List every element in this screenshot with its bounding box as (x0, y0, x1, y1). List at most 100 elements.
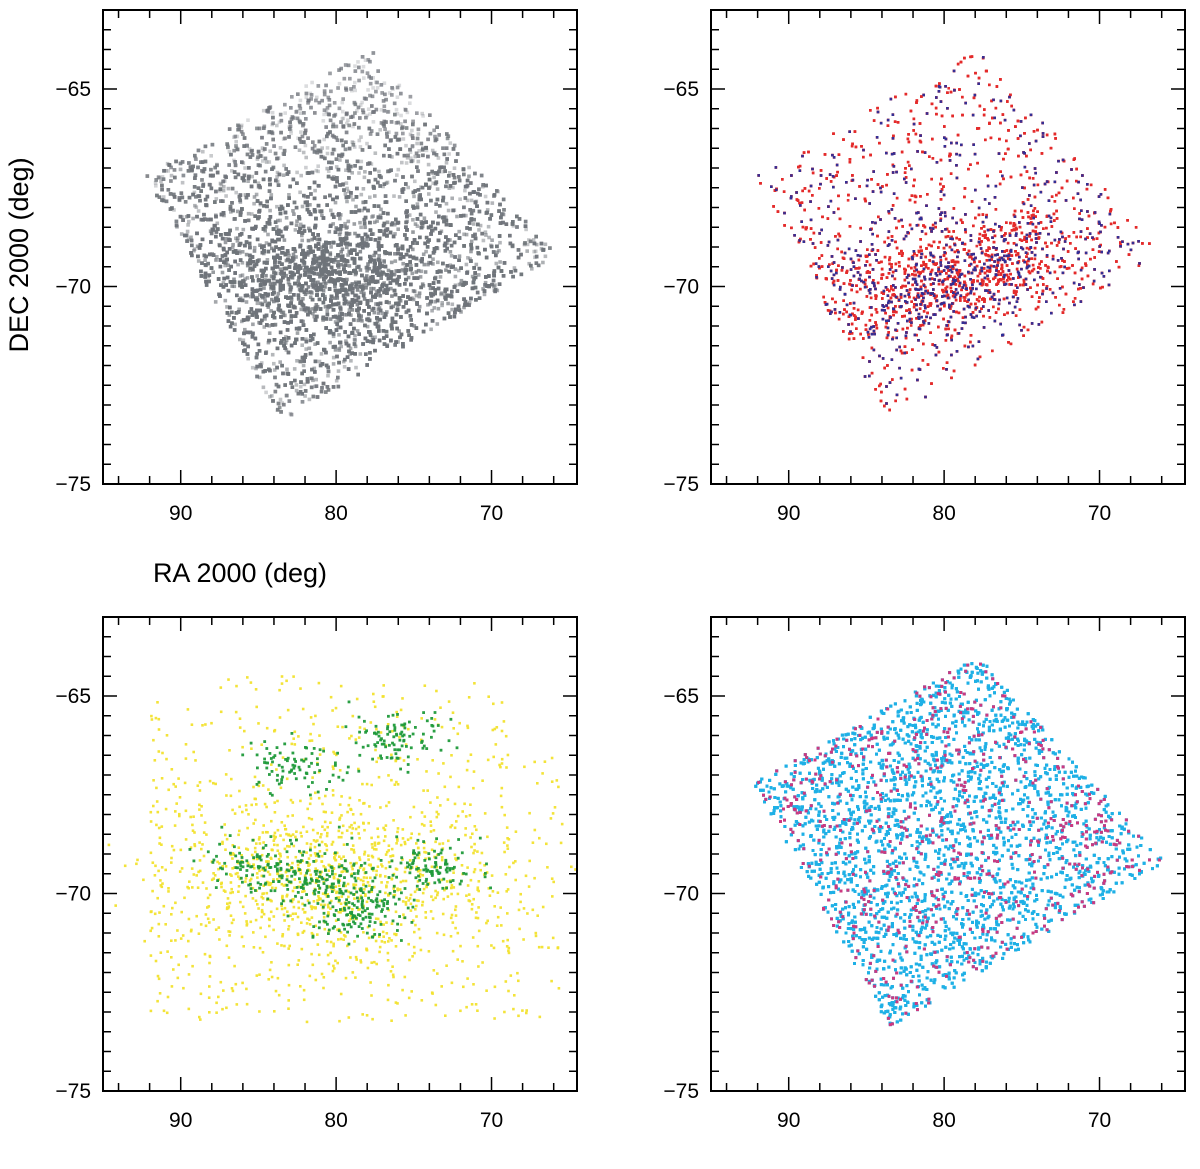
density-cell (358, 268, 363, 272)
density-cell (160, 175, 165, 179)
density-cell (271, 115, 275, 120)
density-cell (342, 312, 347, 317)
density-cell (389, 120, 394, 124)
density-cell (358, 352, 363, 356)
density-cell (347, 123, 351, 128)
density-cell (233, 163, 238, 168)
density-cell (181, 173, 186, 178)
density-cell (195, 214, 199, 219)
density-cell (316, 271, 321, 276)
density-cell (327, 160, 331, 165)
density-cell (267, 106, 271, 110)
density-cell (298, 106, 303, 111)
density-cell (325, 134, 329, 139)
density-cell (372, 110, 376, 114)
density-cell (368, 132, 373, 136)
density-cell (186, 237, 191, 241)
density-cell (288, 124, 293, 129)
density-cell (336, 167, 341, 172)
density-cell (259, 361, 264, 365)
density-cell (462, 205, 466, 210)
density-cell (371, 51, 376, 55)
density-cell (191, 164, 195, 169)
density-cell (315, 95, 319, 100)
density-cell (221, 199, 225, 203)
density-cell (532, 249, 536, 254)
density-cell (363, 58, 368, 62)
density-cell (488, 217, 492, 221)
density-cell (167, 163, 172, 167)
density-cell (426, 137, 430, 142)
density-cell (199, 160, 203, 164)
points-top-left (145, 51, 552, 417)
density-cell (432, 175, 436, 180)
density-cell (293, 145, 298, 149)
density-cell (256, 149, 261, 154)
density-cell (336, 167, 341, 172)
density-cell (284, 167, 288, 171)
density-cell (194, 157, 198, 161)
density-cell (211, 270, 215, 274)
density-cell (370, 104, 374, 108)
density-cell (510, 222, 515, 226)
density-cell (213, 165, 217, 170)
density-cell (446, 134, 451, 138)
density-cell (201, 182, 206, 187)
density-cell (379, 121, 384, 125)
density-cell (303, 131, 307, 135)
density-cell (463, 196, 468, 200)
density-cell (415, 205, 420, 210)
density-cell (515, 225, 519, 229)
density-cell (382, 153, 386, 158)
density-cell (353, 80, 357, 85)
density-cell (160, 183, 164, 188)
density-cell (349, 194, 353, 198)
density-cell (438, 275, 443, 279)
density-cell (332, 148, 337, 152)
density-cell (246, 193, 250, 197)
density-cell (420, 148, 425, 152)
density-cell (502, 208, 506, 212)
density-cell (402, 153, 407, 158)
density-cell (398, 147, 403, 151)
density-cell (200, 178, 204, 182)
density-cell (330, 151, 335, 156)
density-cell (444, 184, 448, 189)
density-cell (230, 245, 235, 250)
density-cell (311, 140, 315, 144)
density-cell (471, 222, 476, 226)
density-cell (400, 126, 404, 131)
density-cell (345, 111, 349, 116)
density-cell (281, 173, 286, 177)
density-cell (232, 135, 236, 139)
density-cell (290, 115, 295, 119)
density-cell (477, 187, 481, 191)
density-cell (370, 94, 375, 99)
density-cell (188, 165, 193, 169)
density-cell (437, 169, 441, 174)
density-cell (267, 331, 272, 335)
density-cell (304, 337, 308, 341)
density-cell (292, 200, 297, 205)
density-cell (267, 178, 272, 182)
density-cell (221, 281, 226, 285)
density-cell (239, 129, 244, 134)
density-cell (368, 81, 373, 86)
density-cell (461, 167, 466, 171)
density-cell (302, 268, 307, 272)
density-cell (312, 150, 317, 154)
density-cell (334, 165, 339, 169)
density-cell (161, 198, 166, 203)
density-cell (359, 314, 363, 318)
density-cell (312, 366, 317, 371)
density-cell (351, 143, 356, 147)
density-cell (517, 217, 522, 221)
density-cell (270, 167, 274, 171)
density-cell (377, 169, 381, 174)
density-cell (196, 165, 200, 170)
density-cell (276, 156, 280, 161)
density-cell (500, 212, 504, 216)
density-cell (292, 200, 297, 205)
density-cell (317, 139, 322, 144)
density-cell (483, 194, 488, 199)
